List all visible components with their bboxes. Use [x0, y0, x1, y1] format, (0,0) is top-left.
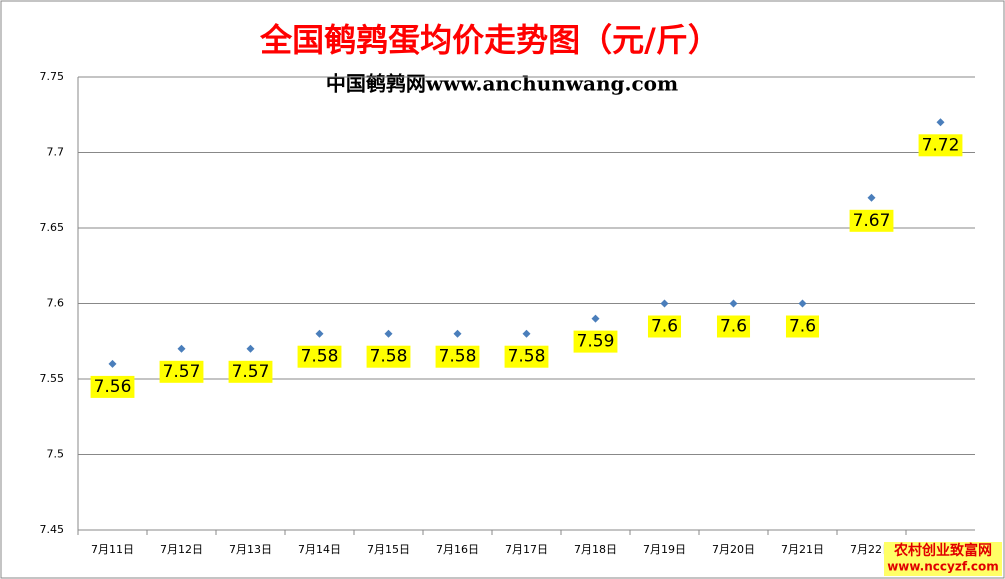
watermark: 农村创业致富网 [893, 542, 992, 559]
value-label: 7.6 [651, 317, 678, 337]
x-tick-label: 7月12日 [160, 543, 203, 556]
value-label: 7.6 [720, 317, 747, 337]
y-tick-label: 7.6 [47, 297, 65, 310]
value-label-bg [90, 375, 135, 398]
value-label: 7.6 [789, 317, 816, 337]
point [453, 329, 462, 338]
value-label-bg [297, 345, 342, 368]
value-label: 7.58 [439, 347, 477, 367]
y-tick-label: 7.65 [40, 221, 65, 234]
point [729, 299, 738, 308]
watermark-bg [884, 542, 1002, 576]
value-label-bg [785, 315, 820, 338]
value-label: 7.58 [301, 347, 339, 367]
x-tick-label: 7月21日 [781, 543, 824, 556]
point [384, 329, 393, 338]
value-label: 7.59 [577, 332, 615, 352]
x-tick-label: 7月17日 [505, 543, 548, 556]
point [591, 314, 600, 323]
value-label-bg [504, 345, 549, 368]
x-tick-label: 7月20日 [712, 543, 755, 556]
x-tick-label: 7月18日 [574, 543, 617, 556]
value-label-bg [366, 345, 411, 368]
x-tick-label: 7月19日 [643, 543, 686, 556]
value-label: 7.67 [853, 211, 891, 231]
value-label-bg [228, 360, 273, 383]
point [315, 329, 324, 338]
value-label-bg [573, 330, 618, 353]
x-tick-label: 7月14日 [298, 543, 341, 556]
value-label-bg [849, 209, 894, 232]
y-tick-label: 7.45 [40, 523, 65, 536]
x-tick-label: 7月22日 [850, 543, 893, 556]
y-tick-label: 7.7 [47, 146, 65, 159]
watermark-url: www.nccyzf.com [887, 560, 999, 574]
point [936, 118, 945, 127]
value-label: 7.56 [94, 377, 132, 397]
x-tick-label: 7月11日 [91, 543, 134, 556]
point [246, 344, 255, 353]
value-label-bg [435, 345, 480, 368]
point [108, 359, 117, 368]
x-tick-label: 7月15日 [367, 543, 410, 556]
value-label-bg [647, 315, 682, 338]
chart-subtitle: 中国鹌鹑网www.anchunwang.com [326, 72, 678, 96]
point [177, 344, 186, 353]
value-label-bg [918, 134, 963, 157]
y-tick-label: 7.75 [40, 70, 65, 83]
y-tick-label: 7.55 [40, 372, 65, 385]
value-label: 7.57 [163, 362, 201, 382]
chart-title: 全国鹌鹑蛋均价走势图（元/斤） [259, 21, 720, 59]
value-label: 7.57 [232, 362, 270, 382]
value-label-bg [716, 315, 751, 338]
point [522, 329, 531, 338]
value-label: 7.58 [370, 347, 408, 367]
point [798, 299, 807, 308]
x-tick-label: 7月13日 [229, 543, 272, 556]
point [867, 193, 876, 202]
y-tick-label: 7.5 [47, 448, 65, 461]
value-label-bg [159, 360, 204, 383]
x-tick-label: 7月16日 [436, 543, 479, 556]
point [660, 299, 669, 308]
value-label: 7.58 [508, 347, 546, 367]
value-label: 7.72 [922, 135, 960, 155]
